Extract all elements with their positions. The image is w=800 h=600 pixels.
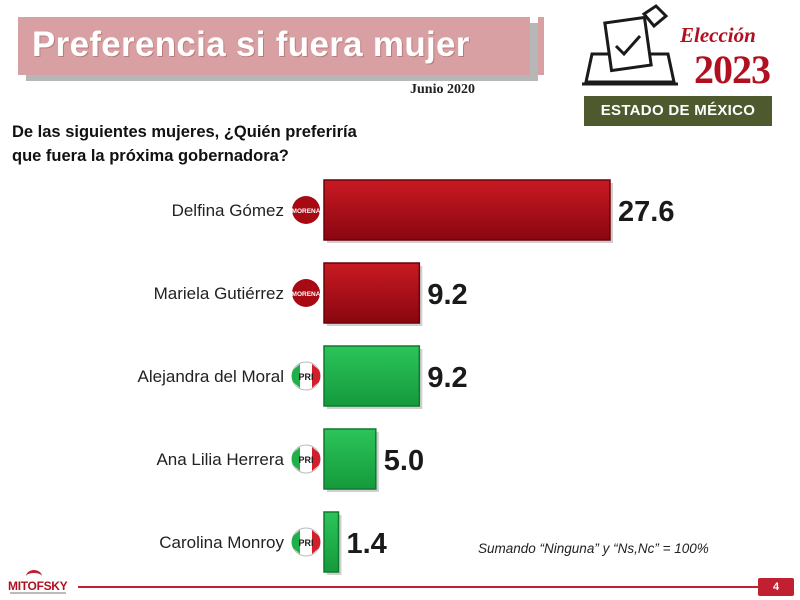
page-number: 4 [758, 578, 794, 596]
svg-text:MORENA: MORENA [292, 291, 321, 298]
morena-logo-icon: MORENA [292, 279, 321, 307]
pri-logo-icon: PRI [291, 361, 321, 391]
category-label: Ana Lilia Herrera [156, 450, 284, 469]
bar [323, 345, 421, 407]
bar [323, 262, 421, 324]
title-banner-edge [538, 17, 544, 75]
logo-state-banner: ESTADO DE MÉXICO [584, 96, 772, 126]
morena-logo-icon: MORENA [292, 196, 321, 224]
data-label: 5.0 [384, 445, 424, 477]
mitofsky-logo: MITOFSKY [8, 570, 68, 598]
title-banner: Preferencia si fuera mujer [18, 17, 544, 75]
sum-note: Sumando “Ninguna” y “Ns,Nc” = 100% [478, 541, 709, 556]
pri-logo-icon: PRI [291, 527, 321, 557]
bar [323, 428, 377, 490]
logo-election-label: Elección [680, 23, 756, 47]
category-label: Delfina Gómez [172, 201, 284, 220]
mitofsky-tagline [10, 592, 66, 594]
svg-text:MORENA: MORENA [292, 208, 321, 215]
survey-question: De las siguientes mujeres, ¿Quién prefer… [12, 120, 472, 168]
footer-divider [78, 586, 758, 588]
logo-year: 2023 [694, 47, 771, 92]
bar [323, 179, 611, 241]
data-label: 1.4 [347, 528, 387, 560]
svg-text:PRI: PRI [298, 372, 313, 382]
svg-text:PRI: PRI [298, 455, 313, 465]
bar [323, 511, 340, 573]
ballot-box-icon [582, 4, 678, 86]
page-title: Preferencia si fuera mujer [32, 25, 470, 64]
category-label: Alejandra del Moral [138, 367, 284, 386]
survey-date: Junio 2020 [410, 82, 475, 97]
election-logo: Elección 2023 ESTADO DE MÉXICO [580, 2, 780, 128]
data-label: 9.2 [427, 362, 467, 394]
data-label: 9.2 [427, 279, 467, 311]
svg-text:PRI: PRI [298, 538, 313, 548]
category-label: Carolina Monroy [159, 533, 284, 552]
category-label: Mariela Gutiérrez [154, 284, 284, 303]
mitofsky-brand: MITOFSKY [8, 579, 68, 593]
pri-logo-icon: PRI [291, 444, 321, 474]
question-line-2: que fuera la próxima gobernadora? [12, 147, 289, 165]
data-label: 27.6 [618, 196, 674, 228]
mitofsky-mark-icon [26, 570, 42, 583]
question-line-1: De las siguientes mujeres, ¿Quién prefer… [12, 123, 357, 141]
